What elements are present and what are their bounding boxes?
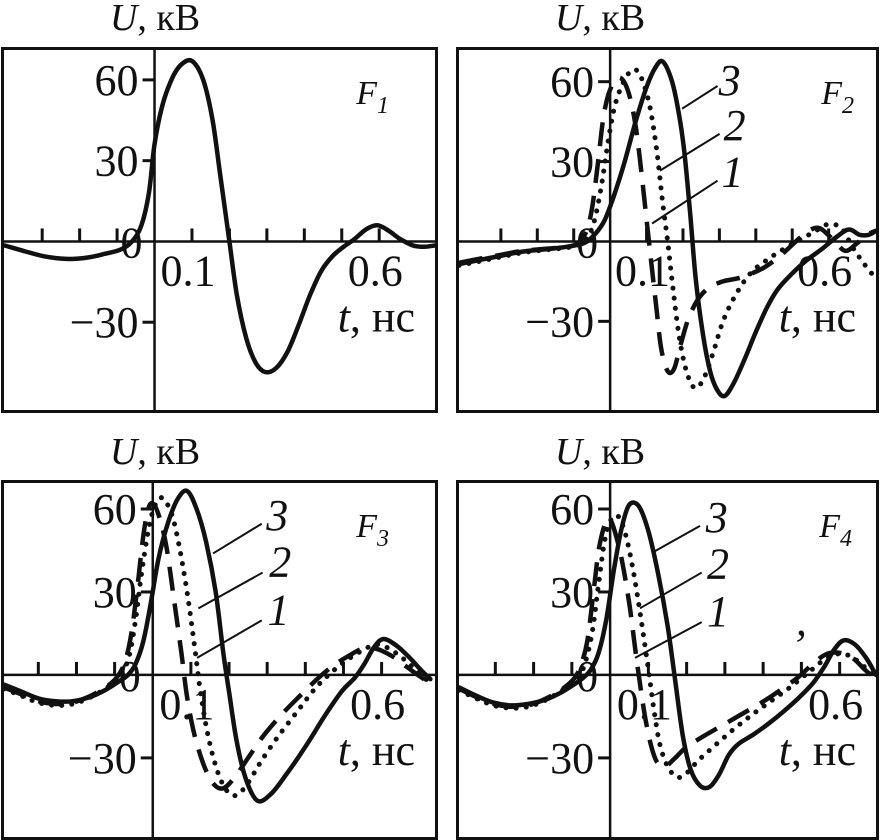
curve-number-label-1: 1	[707, 587, 729, 636]
leader-line-curve-1	[651, 179, 719, 225]
curve-1-dashed	[459, 516, 876, 769]
y-units: , кВ	[582, 431, 646, 473]
y-tick-label: −30	[525, 297, 594, 346]
curve-number-label-3: 3	[265, 491, 288, 540]
y-tick-label: −30	[68, 734, 137, 783]
curve-number-label-2: 2	[724, 101, 746, 150]
y-tick-label: 30	[550, 568, 594, 617]
y-quantity-symbol: U	[109, 431, 138, 473]
x-tick-label: 0.6	[348, 246, 403, 295]
panel-F1: U, кВ 0.1 0.6 60 30 0 −30 t, нс F1	[0, 0, 440, 420]
x-tick-label: 0.6	[808, 680, 863, 729]
chart-title: U, кВ	[445, 0, 755, 40]
y-tick-label: 60	[550, 485, 594, 534]
plot-box: 0.1 0.6 60 30 0 −30 t, нс 3 2 1 F2	[456, 47, 879, 413]
x-axis-label: t, нс	[338, 726, 415, 775]
leader-line-curve-1	[634, 621, 703, 659]
y-tick-label: 30	[93, 568, 137, 617]
chart-title: U, кВ	[0, 0, 310, 40]
x-tick-label: 0.1	[160, 246, 215, 295]
x-tick-label: 0.1	[615, 246, 670, 295]
curve-1-dashed	[4, 500, 432, 791]
curve-1-solid	[4, 57, 435, 375]
curve-3-solid	[459, 58, 876, 399]
panel-label-F1: F1	[355, 75, 389, 119]
panel-label-F2: F2	[820, 75, 854, 119]
panel-F3: U, кВ 0.1 0.6 60 30 0 −30 t, нс 3 2 1 F3	[0, 420, 440, 840]
y-units: , кВ	[582, 0, 646, 39]
y-tick-label: 60	[550, 58, 594, 107]
leader-line-curve-3	[681, 85, 719, 110]
y-tick-label: 60	[93, 485, 137, 534]
y-tick-label: −30	[70, 298, 139, 347]
x-tick-label: 0.6	[350, 680, 405, 729]
curve-number-label-1: 1	[722, 148, 744, 197]
leader-line-curve-2	[639, 571, 703, 610]
x-axis-label: t, нс	[779, 726, 856, 775]
plot-box: 0.1 0.6 60 30 0 −30 t, нс F1	[1, 47, 438, 413]
y-quantity-symbol: U	[554, 0, 583, 39]
curve-3-solid	[4, 488, 433, 804]
y-tick-label: 30	[550, 138, 594, 187]
curve-2-dotted	[459, 512, 876, 781]
panel-F2: U, кВ 0.1 0.6 60 30 0 −30 t, нс 3 2 1 F2	[440, 0, 880, 420]
curve-number-label-2: 2	[269, 538, 291, 587]
y-tick-label: 60	[95, 56, 139, 105]
panel-F4: U, кВ 0.1 0.6 60 30 0 −30 t, нс 3 2 1 F4,	[440, 420, 880, 840]
curve-number-label-1: 1	[268, 585, 290, 634]
plot-box: 0.1 0.6 60 30 0 −30 t, нс 3 2 1 F4,	[456, 480, 879, 840]
leader-line-curve-2	[659, 133, 721, 172]
panel-label-F4: F4	[818, 508, 852, 552]
y-units: , кВ	[137, 0, 201, 39]
annotation-mark: ,	[796, 596, 807, 645]
leader-line-curve-3	[212, 522, 263, 555]
chart-title: U, кВ	[0, 430, 310, 474]
leader-line-curve-3	[651, 524, 701, 554]
curve-number-label-3: 3	[705, 493, 728, 542]
y-units: , кВ	[137, 431, 201, 473]
chart-title: U, кВ	[445, 430, 755, 474]
y-tick-label: 30	[95, 137, 139, 186]
curve-3-solid	[459, 500, 876, 791]
x-axis-label: t, нс	[338, 292, 415, 341]
leader-line-curve-1	[196, 619, 263, 659]
curve-number-label-2: 2	[707, 540, 729, 589]
plot-box: 0.1 0.6 60 30 0 −30 t, нс 3 2 1 F3	[1, 480, 438, 840]
y-quantity-symbol: U	[109, 0, 138, 39]
x-tick-label: 0.6	[797, 246, 852, 295]
leader-line-curve-2	[197, 571, 264, 610]
x-axis-label: t, нс	[779, 292, 856, 341]
y-quantity-symbol: U	[554, 431, 583, 473]
curve-number-label-3: 3	[718, 56, 741, 105]
y-tick-label: −30	[525, 734, 594, 783]
panel-label-F3: F3	[355, 508, 389, 552]
